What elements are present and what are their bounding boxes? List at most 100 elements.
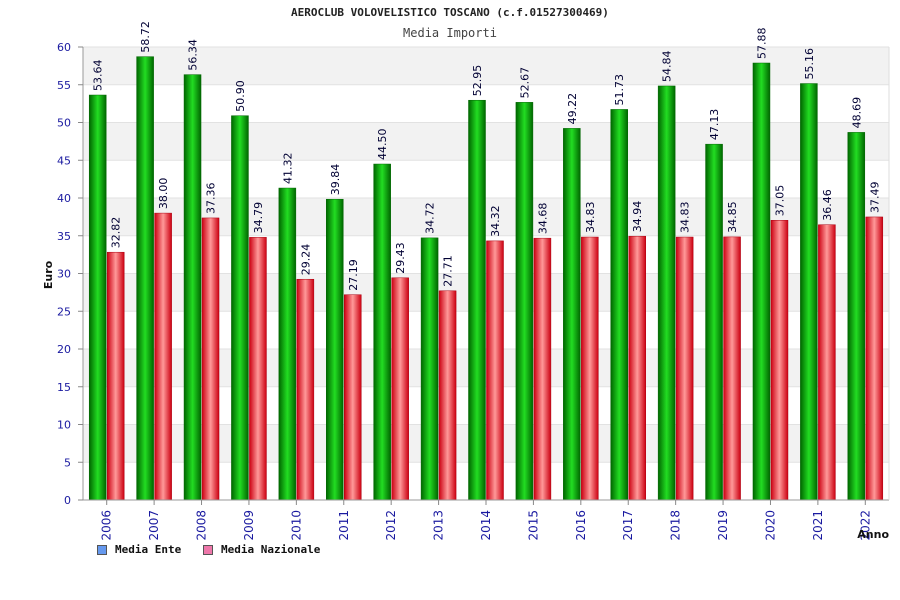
bar-ente-2013 (420, 237, 439, 501)
chart-subtitle: Media Importi (403, 26, 497, 40)
bar-nazionale-2017 (628, 235, 646, 501)
x-tick-label: 2020 (763, 510, 777, 541)
bar-ente-2009 (231, 115, 249, 501)
data-label: 48.69 (850, 97, 863, 129)
data-label: 52.95 (471, 65, 484, 97)
y-tick-label: 45 (57, 154, 71, 167)
data-label: 49.22 (566, 93, 579, 125)
y-tick-label: 10 (57, 419, 71, 432)
data-label: 44.50 (376, 129, 389, 161)
x-tick-label: 2012 (384, 510, 398, 541)
y-tick-label: 60 (57, 41, 71, 54)
x-tick-label: 2009 (242, 510, 256, 541)
bar-ente-2014 (468, 99, 486, 501)
x-tick-label: 2014 (479, 510, 493, 541)
data-label: 34.72 (424, 202, 437, 234)
bar-ente-2015 (515, 102, 534, 501)
data-label: 38.00 (157, 178, 170, 210)
bar-nazionale-2012 (391, 277, 409, 501)
x-tick-label: 2019 (716, 510, 730, 541)
legend-item-nazionale: Media Nazionale (203, 543, 320, 556)
data-label: 54.84 (661, 50, 674, 82)
bar-ente-2010 (278, 187, 297, 501)
x-tick-label: 2018 (669, 510, 683, 541)
bar-nazionale-2021 (818, 224, 836, 501)
y-tick-label: 35 (57, 230, 71, 243)
bar-ente-2017 (610, 109, 628, 501)
legend-swatch-ente (97, 544, 107, 555)
data-label: 34.83 (679, 202, 692, 234)
y-axis-label: Euro (42, 260, 55, 289)
legend-swatch-nazionale (203, 544, 213, 555)
bar-nazionale-2008 (201, 217, 220, 501)
bar-ente-2019 (705, 143, 723, 501)
data-label: 50.90 (234, 80, 247, 111)
bar-nazionale-2018 (675, 236, 694, 501)
bar-ente-2016 (563, 128, 581, 501)
bar-ente-2020 (752, 62, 771, 501)
y-tick-label: 0 (64, 494, 71, 507)
x-tick-label: 2015 (526, 510, 540, 541)
bar-nazionale-2006 (106, 251, 125, 501)
bar-nazionale-2010 (296, 278, 315, 501)
bar-nazionale-2016 (581, 236, 599, 501)
data-label: 27.19 (347, 259, 360, 291)
bar-nazionale-2011 (344, 294, 362, 501)
y-tick-label: 5 (64, 456, 71, 469)
data-label: 58.72 (139, 21, 152, 53)
legend-item-ente: Media Ente (97, 543, 181, 556)
x-tick-label: 2007 (147, 510, 161, 541)
x-tick-label: 2021 (811, 510, 825, 541)
bar-ente-2008 (183, 74, 202, 501)
x-tick-label: 2011 (337, 510, 351, 541)
data-label: 36.46 (821, 189, 834, 221)
bar-nazionale-2014 (486, 240, 504, 501)
x-tick-label: 2022 (858, 510, 872, 541)
data-label: 57.88 (755, 28, 768, 60)
data-label: 39.84 (329, 164, 342, 196)
bar-nazionale-2019 (723, 236, 741, 501)
bar-ente-2011 (326, 198, 344, 501)
data-label: 41.32 (281, 153, 294, 185)
legend-label-ente: Media Ente (115, 543, 182, 556)
y-tick-label: 55 (57, 79, 71, 92)
data-label: 32.82 (110, 217, 123, 248)
x-tick-label: 2017 (621, 510, 635, 541)
data-label: 34.32 (489, 205, 502, 237)
bar-ente-2007 (136, 56, 154, 501)
data-label: 34.85 (726, 201, 739, 233)
data-label: 29.43 (394, 242, 407, 274)
data-label: 51.73 (613, 74, 626, 106)
y-tick-label: 30 (57, 268, 71, 281)
x-tick-label: 2010 (289, 510, 303, 541)
y-tick-label: 20 (57, 343, 71, 356)
data-label: 53.64 (92, 60, 105, 91)
data-label: 34.94 (631, 201, 644, 233)
data-label: 34.68 (536, 203, 549, 235)
bar-nazionale-2007 (154, 212, 172, 501)
data-label: 34.79 (252, 202, 265, 234)
y-tick-label: 50 (57, 117, 71, 130)
y-tick-label: 40 (57, 192, 71, 205)
bar-nazionale-2009 (249, 237, 267, 501)
x-tick-label: 2016 (574, 510, 588, 541)
bar-ente-2018 (657, 85, 676, 501)
bar-nazionale-2022 (865, 216, 884, 501)
x-tick-label: 2006 (100, 510, 114, 541)
y-tick-label: 25 (57, 305, 71, 318)
data-label: 37.49 (868, 181, 881, 213)
data-label: 37.05 (773, 185, 786, 217)
bar-ente-2021 (800, 83, 818, 501)
x-tick-label: 2008 (195, 510, 209, 541)
data-label: 29.24 (299, 244, 312, 276)
legend-label-nazionale: Media Nazionale (221, 543, 321, 556)
data-label: 37.36 (205, 182, 218, 214)
chart-title: AEROCLUB VOLOVELISTICO TOSCANO (c.f.0152… (291, 6, 609, 19)
data-label: 55.16 (803, 48, 816, 80)
bar-nazionale-2013 (438, 290, 457, 501)
bar-nazionale-2015 (533, 237, 552, 501)
data-label: 56.34 (187, 39, 200, 71)
x-axis-label: Anno (857, 528, 889, 541)
